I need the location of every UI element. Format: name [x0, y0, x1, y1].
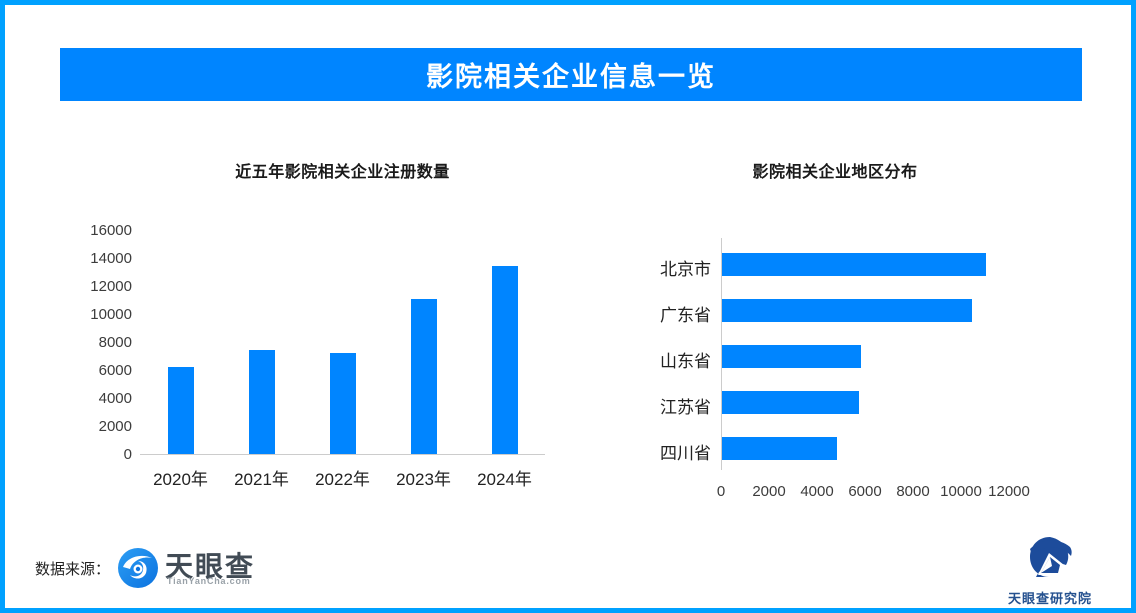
data-source-label: 数据来源：	[35, 561, 111, 578]
category-label: 江苏省	[660, 398, 711, 417]
x-axis-tick: 10000	[940, 483, 982, 500]
bar-四川省	[722, 437, 837, 460]
x-axis-tick: 12000	[988, 483, 1030, 500]
category-label: 四川省	[660, 444, 711, 463]
tianyancha-research-eye-icon	[1026, 535, 1074, 586]
y-axis-tick: 16000	[90, 222, 132, 239]
y-axis-tick: 8000	[98, 334, 132, 351]
header-banner: 影院相关企业信息一览	[60, 48, 1082, 101]
y-axis-tick: 12000	[90, 278, 132, 295]
tianyancha-logo: 天眼查 TianYanCha.com	[117, 545, 297, 593]
x-axis-tick: 2000	[752, 483, 786, 500]
page-title: 影院相关企业信息一览	[426, 62, 716, 92]
y-axis-tick: 10000	[90, 306, 132, 323]
region-chart-title: 影院相关企业地区分布	[752, 164, 918, 181]
registration-bar-chart: 近五年影院相关企业注册数量 0 2000 4000 6000 8000 10000 1200…	[80, 150, 605, 510]
research-institute-logo: 天眼查研究院	[990, 535, 1110, 606]
x-axis-label: 2020年	[153, 470, 208, 489]
bar-山东省	[722, 345, 861, 368]
registration-chart-title: 近五年影院相关企业注册数量	[235, 164, 450, 181]
bar-2022年	[329, 353, 356, 454]
bar-广东省	[722, 299, 972, 322]
bar-2021年	[248, 350, 275, 454]
bar-2023年	[410, 299, 437, 454]
x-axis-tick: 8000	[896, 483, 930, 500]
x-axis-label: 2024年	[477, 470, 532, 489]
tianyancha-domain: TianYanCha.com	[167, 576, 251, 586]
y-axis-tick: 0	[123, 446, 132, 463]
x-axis-tick: 6000	[848, 483, 882, 500]
category-label: 广东省	[660, 306, 711, 325]
region-bar-chart: 影院相关企业地区分布 北京市广东省山东省江苏省四川省 0 2000 4000 6000…	[645, 150, 1085, 510]
bar-2024年	[491, 266, 518, 454]
x-axis-label: 2022年	[315, 470, 370, 489]
tianyancha-swirl-icon	[117, 547, 159, 594]
x-axis-label: 2023年	[396, 470, 451, 489]
region-y-axis-line	[721, 238, 722, 470]
x-axis-label: 2021年	[234, 470, 289, 489]
research-institute-name: 天眼查研究院	[1007, 591, 1092, 606]
category-label: 山东省	[660, 352, 711, 371]
y-axis-tick: 4000	[98, 390, 132, 407]
bar-北京市	[722, 253, 986, 276]
x-axis-tick: 0	[716, 483, 726, 500]
y-axis-tick: 14000	[90, 250, 132, 267]
tianyancha-wordmark: 天眼查	[165, 551, 256, 582]
bar-2020年	[167, 367, 194, 454]
y-axis-tick: 6000	[98, 362, 132, 379]
bar-江苏省	[722, 391, 859, 414]
category-label: 北京市	[660, 260, 711, 279]
y-axis-tick: 2000	[98, 418, 132, 435]
registration-plot-area	[140, 231, 545, 455]
x-axis-tick: 4000	[800, 483, 834, 500]
